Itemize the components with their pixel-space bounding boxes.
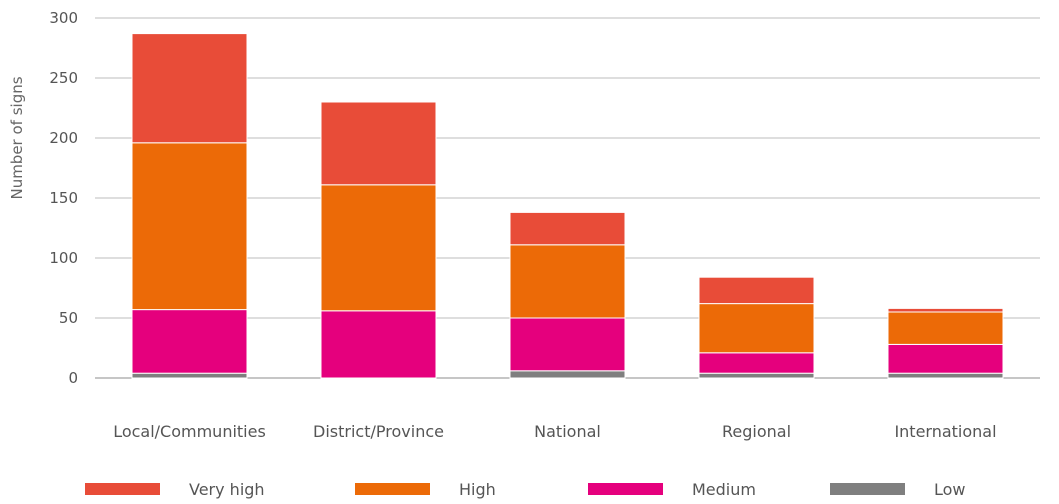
bar-segment-very-high xyxy=(320,101,437,186)
x-category-label: National xyxy=(534,422,601,441)
bar-segment-medium xyxy=(509,317,626,372)
y-axis-label: Number of signs xyxy=(8,76,26,199)
y-tick-label: 100 xyxy=(49,249,78,267)
bar-segment-very-high xyxy=(131,33,248,144)
bar-segment-medium xyxy=(887,343,1004,374)
x-category-label: District/Province xyxy=(313,422,444,441)
y-tick-label: 300 xyxy=(49,9,78,27)
bar-segment-low xyxy=(509,370,626,379)
x-axis-category-labels: Local/Communities District/Province Nation… xyxy=(113,422,996,441)
bar-segment-medium xyxy=(698,352,815,374)
legend-swatch xyxy=(830,483,905,495)
legend-label: High xyxy=(459,480,496,499)
y-tick-label: 250 xyxy=(49,69,78,87)
legend-label: Low xyxy=(934,480,966,499)
bar-segment-medium xyxy=(320,310,437,379)
bar-segment-very-high xyxy=(509,211,626,246)
bar-segment-high xyxy=(887,311,1004,345)
bar-segment-high xyxy=(509,244,626,319)
legend-swatch xyxy=(588,483,663,495)
x-category-label: International xyxy=(894,422,996,441)
x-category-label: Regional xyxy=(722,422,791,441)
y-tick-label: 200 xyxy=(49,129,78,147)
bar-segment-low xyxy=(131,372,248,379)
y-tick-label: 0 xyxy=(68,369,78,387)
bar-segment-low xyxy=(698,372,815,379)
y-axis-tick-labels: 0 50 100 150 200 250 300 xyxy=(49,9,78,387)
bars xyxy=(131,33,1004,379)
bar-segment-high xyxy=(698,303,815,354)
bar-segment-very-high xyxy=(887,307,1004,313)
bar-segment-medium xyxy=(131,309,248,374)
legend: Very high High Medium Low xyxy=(85,480,966,499)
legend-label: Very high xyxy=(189,480,265,499)
y-tick-label: 150 xyxy=(49,189,78,207)
legend-label: Medium xyxy=(692,480,756,499)
y-tick-label: 50 xyxy=(59,309,78,327)
bar-segment-low xyxy=(887,372,1004,379)
bar-segment-high xyxy=(320,184,437,312)
legend-swatch xyxy=(355,483,430,495)
bar-segment-high xyxy=(131,142,248,311)
legend-swatch xyxy=(85,483,160,495)
x-category-label: Local/Communities xyxy=(113,422,266,441)
bar-segment-very-high xyxy=(698,276,815,305)
